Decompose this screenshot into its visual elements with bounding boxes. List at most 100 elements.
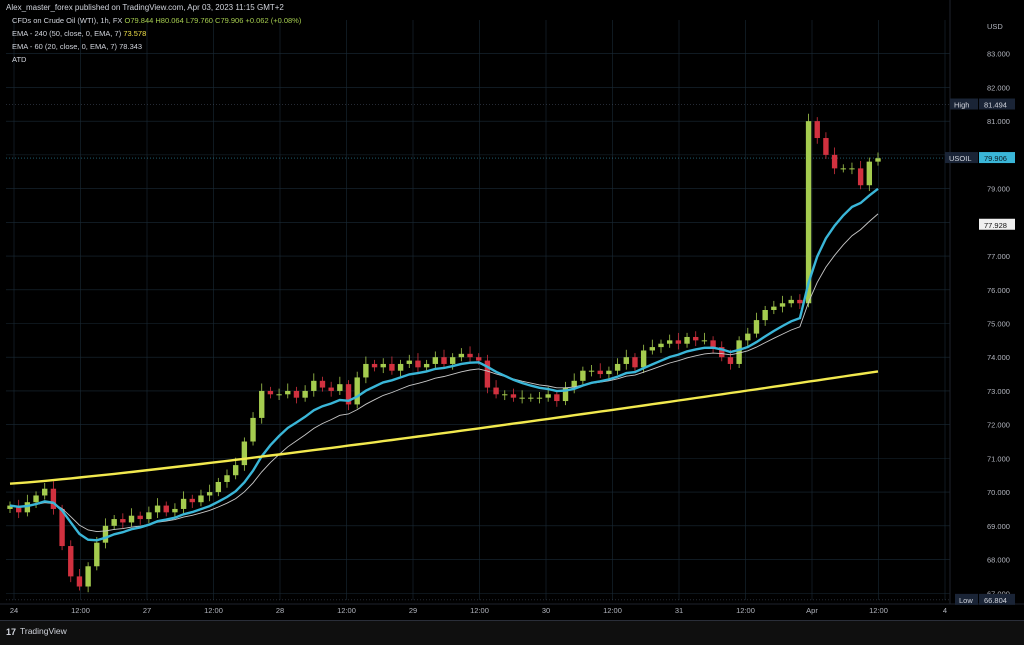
- candle-body[interactable]: [267, 390, 274, 395]
- candle-body[interactable]: [423, 363, 430, 368]
- candle-body[interactable]: [571, 380, 577, 388]
- candle-body[interactable]: [736, 340, 742, 364]
- candle-body[interactable]: [85, 566, 91, 587]
- candle-body[interactable]: [24, 502, 31, 513]
- candle-body[interactable]: [224, 475, 230, 482]
- candle-body[interactable]: [649, 347, 656, 351]
- candle-body[interactable]: [580, 370, 586, 381]
- candle-body[interactable]: [189, 498, 195, 503]
- candle-body[interactable]: [484, 360, 491, 388]
- candle-body[interactable]: [658, 343, 664, 348]
- candle-body[interactable]: [7, 505, 13, 509]
- candle-body[interactable]: [94, 542, 100, 567]
- candle-body[interactable]: [771, 306, 777, 310]
- candle-body[interactable]: [762, 310, 768, 321]
- candle-body[interactable]: [128, 515, 135, 523]
- candle-body[interactable]: [76, 576, 83, 587]
- candle-body[interactable]: [779, 303, 786, 307]
- candle-body[interactable]: [389, 363, 395, 371]
- candle-body[interactable]: [432, 357, 439, 364]
- atd-legend[interactable]: ATD: [12, 55, 27, 64]
- tradingview-brand[interactable]: TradingView: [20, 626, 67, 636]
- candle-body[interactable]: [397, 363, 404, 371]
- candle-body[interactable]: [693, 336, 699, 341]
- candle-body[interactable]: [371, 363, 378, 368]
- candle-body[interactable]: [15, 505, 22, 513]
- candle-body[interactable]: [510, 394, 517, 398]
- candle-body[interactable]: [866, 161, 873, 186]
- candle-body[interactable]: [137, 515, 143, 520]
- candle-body[interactable]: [675, 340, 682, 344]
- candle-body[interactable]: [241, 441, 248, 466]
- candle-body[interactable]: [831, 154, 838, 169]
- ema-slow-line[interactable]: [9, 370, 879, 485]
- ema60-legend[interactable]: EMA - 60 (20, close, 0, EMA, 7) 78.343: [12, 42, 142, 51]
- price-chart[interactable]: 67.000 68.000 69.000 70.000 71.000 72.000 73.0…: [0, 0, 1024, 620]
- candle-body[interactable]: [745, 333, 751, 341]
- candle-body[interactable]: [345, 384, 352, 405]
- ema-fast-line[interactable]: [9, 187, 879, 542]
- candle-body[interactable]: [753, 320, 760, 334]
- candle-body[interactable]: [68, 546, 74, 577]
- candle-body[interactable]: [597, 370, 603, 375]
- candle-body[interactable]: [328, 387, 334, 391]
- candle-body[interactable]: [259, 390, 265, 418]
- candle-body[interactable]: [311, 380, 317, 391]
- candle-body[interactable]: [180, 498, 187, 509]
- candle-body[interactable]: [710, 340, 716, 348]
- candle-body[interactable]: [840, 168, 846, 170]
- candle-body[interactable]: [467, 353, 473, 358]
- candle-body[interactable]: [120, 519, 126, 523]
- candle-body[interactable]: [805, 121, 812, 304]
- candle-body[interactable]: [232, 465, 239, 476]
- candle-body[interactable]: [415, 360, 421, 368]
- candle-body[interactable]: [163, 505, 169, 513]
- candle-body[interactable]: [493, 387, 499, 395]
- candle-body[interactable]: [206, 492, 213, 496]
- symbol-legend[interactable]: CFDs on Crude Oil (WTI), 1h, FX O79.844 …: [12, 16, 301, 25]
- candle-body[interactable]: [33, 495, 39, 503]
- candle-body[interactable]: [354, 377, 360, 405]
- candle-body[interactable]: [502, 394, 508, 396]
- candle-body[interactable]: [606, 370, 612, 375]
- candle-body[interactable]: [528, 397, 534, 399]
- candle-body[interactable]: [588, 370, 595, 372]
- candle-body[interactable]: [476, 357, 482, 361]
- candle-body[interactable]: [42, 488, 48, 496]
- candle-body[interactable]: [337, 384, 343, 391]
- candle-body[interactable]: [701, 340, 708, 342]
- candle-body[interactable]: [823, 138, 829, 155]
- candle-body[interactable]: [562, 387, 569, 402]
- candle-body[interactable]: [198, 495, 204, 503]
- candle-body[interactable]: [519, 397, 525, 399]
- candle-body[interactable]: [172, 508, 178, 513]
- candle-body[interactable]: [50, 488, 57, 509]
- candle-body[interactable]: [632, 357, 638, 368]
- candle-body[interactable]: [554, 394, 560, 402]
- candle-body[interactable]: [640, 350, 647, 368]
- candle-body[interactable]: [719, 347, 725, 358]
- candle-body[interactable]: [449, 357, 456, 364]
- candle-body[interactable]: [285, 390, 291, 395]
- candle-body[interactable]: [727, 357, 734, 364]
- candle-body[interactable]: [146, 512, 152, 520]
- candle-body[interactable]: [458, 353, 465, 358]
- candle-body[interactable]: [545, 394, 551, 398]
- ema240-legend[interactable]: EMA - 240 (50, close, 0, EMA, 7) 73.578: [12, 29, 146, 38]
- candle-body[interactable]: [441, 357, 447, 364]
- candle-body[interactable]: [102, 525, 109, 543]
- candle-body[interactable]: [302, 390, 308, 398]
- candle-body[interactable]: [215, 481, 222, 493]
- candle-body[interactable]: [849, 168, 855, 170]
- candle-body[interactable]: [111, 519, 117, 526]
- candle-body[interactable]: [319, 380, 326, 388]
- candle-body[interactable]: [788, 299, 794, 304]
- candle-body[interactable]: [814, 121, 820, 139]
- candle-body[interactable]: [293, 390, 300, 398]
- candle-body[interactable]: [857, 168, 864, 186]
- candle-body[interactable]: [59, 508, 65, 547]
- candle-body[interactable]: [623, 357, 629, 364]
- candle-body[interactable]: [380, 363, 386, 368]
- candle-body[interactable]: [875, 158, 881, 162]
- candle-body[interactable]: [684, 336, 690, 344]
